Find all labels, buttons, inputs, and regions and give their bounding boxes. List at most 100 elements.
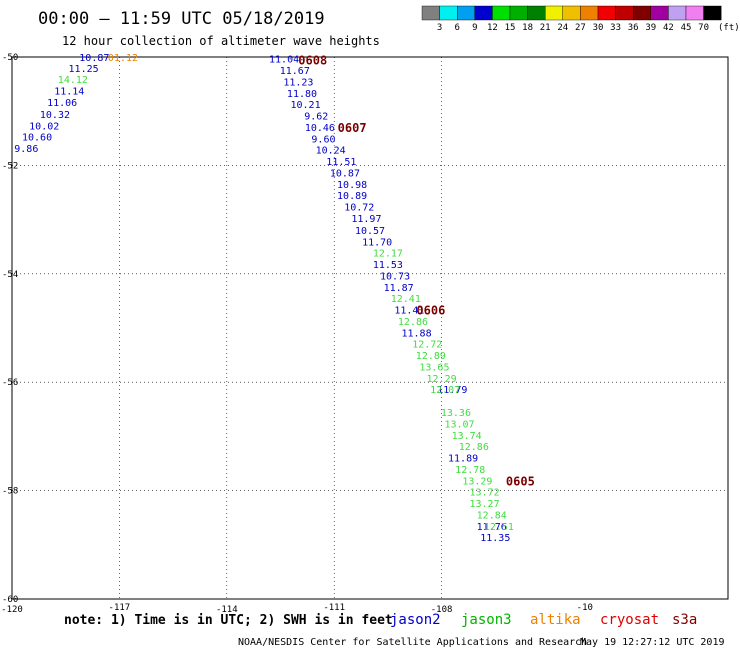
observation-label: 10.87	[330, 168, 360, 179]
observation-label: 11.23	[283, 77, 313, 88]
color-scale-swatch	[650, 5, 669, 21]
legend-item-altika: altika	[530, 612, 581, 628]
time-labels: 0608 0607 0606 0605	[298, 54, 535, 489]
color-scale-label: 6	[454, 23, 459, 33]
observation-label: 11.25	[69, 64, 99, 75]
observation-label: 11.35	[480, 533, 510, 544]
observation-label: 11.67	[280, 66, 310, 77]
color-scale-swatch	[439, 5, 458, 21]
color-scale-label: 42	[663, 23, 674, 33]
y-tick-label: -54	[2, 270, 18, 280]
observation-label: 11.76	[477, 522, 507, 533]
observation-label: 10.32	[40, 110, 70, 121]
color-scale-swatch	[668, 5, 687, 21]
color-scale-swatch	[580, 5, 599, 21]
observation-label: 13.72	[470, 488, 500, 499]
grid-lines	[12, 57, 728, 599]
observation-label: 9.60	[311, 134, 335, 145]
observation-label: 11.80	[287, 89, 317, 100]
pass-time-label: 0608	[298, 54, 327, 68]
observation-label: 13.74	[452, 431, 482, 442]
color-scale-label: 36	[628, 23, 639, 33]
observation-label: 11.06	[47, 98, 77, 109]
color-scale-swatch	[545, 5, 564, 21]
observation-label: 14.12	[58, 75, 88, 86]
color-scale-label: 12	[487, 23, 498, 33]
observation-label: 12.07	[430, 385, 460, 396]
observation-label: 13.29	[462, 476, 492, 487]
color-scale-swatch	[492, 5, 511, 21]
observation-label: 11.87	[384, 283, 414, 294]
legend-item-jason2: jason2	[390, 612, 441, 628]
color-scale-label: 30	[593, 23, 604, 33]
y-tick-label: -52	[2, 161, 18, 171]
color-scale-label: 45	[681, 23, 692, 33]
observation-label: 12.89	[416, 351, 446, 362]
color-scale-swatch	[421, 5, 440, 21]
footnote: note: 1) Time is in UTC; 2) SWH is in fe…	[64, 613, 393, 628]
satellite-legend: jason2 jason3 altika cryosat s3a	[390, 612, 697, 628]
color-scale-label: 15	[505, 23, 516, 33]
y-tick-label: -58	[2, 487, 18, 497]
color-scale-swatch	[615, 5, 634, 21]
observation-label: 10.87	[79, 53, 109, 64]
observation-label: 10.21	[291, 100, 321, 111]
color-scale-swatch	[509, 5, 528, 21]
color-scale-label: 3	[437, 23, 442, 33]
legend-item-cryosat: cryosat	[600, 612, 659, 628]
y-tick-label: -60	[2, 595, 18, 605]
observation-label: 10.60	[22, 133, 52, 144]
legend-item-jason3: jason3	[461, 612, 512, 628]
plot-frame	[11, 56, 729, 600]
observation-label: 9.86	[14, 144, 38, 155]
observation-label: 10.02	[29, 121, 59, 132]
color-scale-label: 27	[575, 23, 586, 33]
axis-tick-labels: -120 -117 -114 -111 -108 -10 -50 -52 -54 -56 -58 -6…	[1, 53, 593, 615]
observation-label: 10.57	[355, 226, 385, 237]
color-scale-label: 24	[557, 23, 568, 33]
observation-label: 13.07	[444, 419, 474, 430]
chart-title: 00:00 – 11:59 UTC 05/18/2019	[38, 9, 325, 29]
x-tick-label: -10	[577, 603, 593, 613]
x-tick-label: -120	[1, 605, 23, 615]
color-scale-swatch	[474, 5, 493, 21]
color-scale-swatch	[457, 5, 476, 21]
observation-label: 12.86	[459, 442, 489, 453]
observation-label: 10.98	[337, 180, 367, 191]
observation-label: 12.72	[412, 340, 442, 351]
y-tick-label: -56	[2, 378, 18, 388]
generated-timestamp: May 19 12:27:12 UTC 2019	[580, 637, 725, 648]
color-scale-swatch	[633, 5, 652, 21]
x-tick-label: -108	[431, 605, 453, 615]
observation-label: 11.88	[401, 328, 431, 339]
color-scale-swatch	[597, 5, 616, 21]
color-scale-swatch	[703, 5, 722, 21]
pass-time-label: 0606	[416, 304, 445, 318]
observation-label: 11.53	[373, 260, 403, 271]
observation-label: 12.41	[391, 294, 421, 305]
color-scale-unit: (ft)	[718, 23, 740, 33]
color-scale-swatch	[562, 5, 581, 21]
observation-label: 12.86	[398, 317, 428, 328]
color-scale-label: 70	[698, 23, 709, 33]
observation-label: 12.51	[484, 522, 514, 533]
observation-label: 11.97	[351, 214, 381, 225]
observation-label: 12.29	[427, 374, 457, 385]
x-tick-label: -117	[109, 603, 131, 613]
observation-label: 10.73	[380, 271, 410, 282]
plot-area: -120 -117 -114 -111 -108 -10 -50 -52 -54 -56 -58 -6…	[1, 53, 729, 615]
observation-label: 10.72	[344, 203, 374, 214]
observation-labels: 10.8711.2511.1411.0610.3210.0210.609.861…	[14, 53, 514, 544]
color-scale-label: 21	[540, 23, 551, 33]
x-tick-label: -111	[323, 603, 345, 613]
observation-label: 11.51	[326, 157, 356, 168]
chart-subtitle: 12 hour collection of altimeter wave hei…	[62, 34, 380, 48]
legend-item-s3a: s3a	[672, 612, 697, 628]
color-scale-label: 39	[645, 23, 656, 33]
observation-label: 11.04	[269, 55, 299, 66]
y-tick-label: -50	[2, 53, 18, 63]
x-tick-label: -114	[216, 605, 238, 615]
observation-label: 12.84	[477, 510, 507, 521]
pass-time-label: 0605	[506, 474, 535, 488]
observation-label: 11.79	[437, 385, 467, 396]
